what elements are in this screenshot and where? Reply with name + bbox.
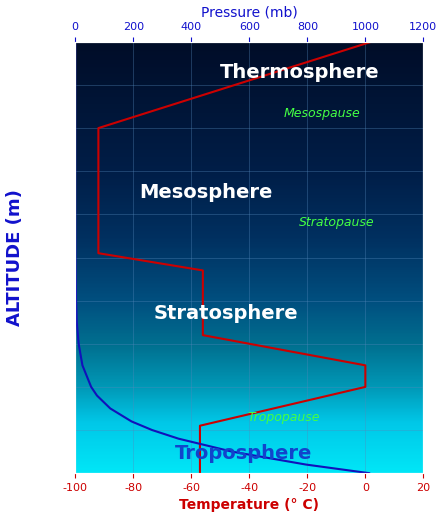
Text: Mesosphere: Mesosphere — [139, 183, 272, 203]
Text: Thermosphere: Thermosphere — [220, 63, 380, 81]
Text: Stratopause: Stratopause — [299, 217, 374, 229]
X-axis label: Pressure (mb): Pressure (mb) — [201, 6, 298, 20]
Y-axis label: ALTITUDE (m): ALTITUDE (m) — [6, 189, 23, 326]
Text: Troposphere: Troposphere — [175, 444, 312, 463]
Text: Mesospause: Mesospause — [284, 107, 360, 120]
Text: Tropopause: Tropopause — [248, 411, 320, 424]
X-axis label: Temperature (° C): Temperature (° C) — [179, 498, 319, 512]
Text: Stratosphere: Stratosphere — [154, 304, 299, 323]
